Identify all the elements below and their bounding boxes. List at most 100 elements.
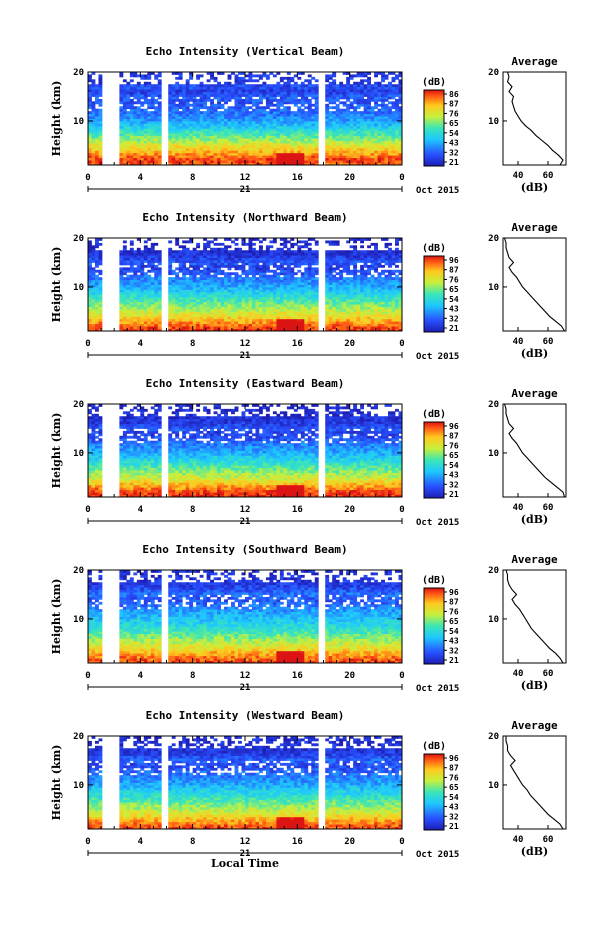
heatmap-cell: [119, 86, 124, 90]
heatmap-cell: [122, 321, 127, 325]
heatmap-cell: [360, 86, 365, 90]
heatmap-cell: [332, 125, 337, 129]
heatmap-cell: [353, 160, 358, 163]
heatmap-cell: [206, 145, 211, 149]
heatmap-cell: [157, 296, 162, 300]
heatmap-cell: [391, 142, 396, 146]
heatmap-cell: [196, 142, 201, 146]
heatmap-cell: [339, 269, 344, 273]
heatmap-cell: [300, 299, 305, 303]
heatmap-cell: [129, 79, 134, 83]
heatmap-cell: [328, 157, 333, 161]
heatmap-cell: [353, 111, 358, 115]
heatmap-cell: [234, 262, 239, 266]
heatmap-cell: [388, 72, 392, 75]
heatmap-cell: [258, 84, 263, 88]
heatmap-cell: [140, 269, 145, 273]
heatmap-cell: [377, 155, 382, 159]
heatmap-cell: [122, 116, 127, 119]
heatmap-cell: [206, 140, 211, 144]
heatmap-cell: [346, 89, 351, 92]
heatmap-cell: [328, 272, 333, 276]
heatmap-cell: [213, 304, 218, 307]
heatmap-cell: [325, 313, 330, 317]
heatmap-cell: [129, 269, 134, 273]
heatmap-cell: [297, 306, 302, 310]
heatmap-cell: [248, 79, 253, 83]
heatmap-cell: [245, 96, 249, 100]
heatmap-cell: [192, 133, 197, 137]
heatmap-cell: [147, 304, 152, 307]
heatmap-cell: [217, 296, 221, 300]
heatmap-cell: [175, 296, 180, 300]
heatmap-cell: [283, 306, 288, 310]
heatmap-cell: [150, 308, 155, 312]
heatmap-cell: [304, 316, 309, 320]
heatmap-cell: [300, 272, 305, 276]
heatmap-cell: [279, 267, 284, 271]
heatmap-cell: [98, 150, 103, 154]
heatmap-cell: [384, 103, 389, 107]
heatmap-cell: [388, 162, 392, 166]
heatmap-cell: [206, 108, 211, 112]
heatmap-cell: [248, 130, 253, 134]
heatmap-cell: [154, 84, 159, 88]
heatmap-cell: [265, 111, 270, 115]
heatmap-cell: [290, 316, 295, 320]
heatmap-cell: [206, 84, 211, 88]
heatmap-cell: [398, 155, 403, 159]
heatmap-cell: [370, 304, 375, 307]
heatmap-cell: [178, 262, 183, 266]
heatmap-cell: [370, 316, 375, 320]
heatmap-cell: [147, 74, 152, 78]
heatmap-cell: [199, 81, 204, 85]
heatmap-cell: [206, 113, 211, 117]
heatmap-cell: [269, 125, 274, 129]
heatmap-cell: [213, 113, 218, 117]
heatmap-cell: [238, 140, 242, 144]
heatmap-cell: [248, 279, 253, 283]
profile-x-axis-label: (dB): [521, 181, 548, 194]
heatmap-cell: [182, 321, 187, 325]
heatmap-cell: [168, 299, 173, 303]
heatmap-cell: [213, 111, 218, 115]
heatmap-cell: [293, 84, 298, 88]
heatmap-cell: [388, 284, 392, 288]
heatmap-cell: [175, 108, 180, 112]
heatmap-cell: [314, 101, 319, 105]
heatmap-cell: [220, 301, 225, 305]
heatmap-cell: [224, 138, 228, 141]
heatmap-cell: [325, 140, 330, 144]
heatmap-cell: [353, 81, 358, 85]
heatmap-cell: [360, 286, 365, 290]
heatmap-cell: [356, 140, 361, 144]
heatmap-cell: [346, 277, 351, 281]
heatmap-cell: [224, 155, 228, 159]
heatmap-cell: [279, 79, 284, 83]
heatmap-cell: [217, 101, 221, 105]
heatmap-cell: [171, 313, 176, 317]
heatmap-cell: [297, 98, 302, 102]
heatmap-cell: [150, 118, 155, 122]
heatmap-cell: [203, 86, 208, 90]
heatmap-cell: [328, 145, 333, 149]
heatmap-cell: [314, 89, 319, 92]
heatmap-cell: [248, 98, 253, 102]
heatmap-cell: [314, 128, 319, 132]
heatmap-cell: [325, 106, 330, 110]
heatmap-cell: [154, 101, 159, 105]
heatmap-cell: [241, 98, 246, 102]
heatmap-cell: [129, 162, 134, 166]
heatmap-cell: [213, 79, 218, 83]
heatmap-cell: [98, 111, 103, 115]
heatmap-cell: [370, 311, 375, 315]
heatmap-cell: [314, 311, 319, 315]
heatmap-cell: [196, 291, 201, 295]
heatmap-cell: [370, 274, 375, 278]
heatmap-cell: [297, 91, 302, 95]
heatmap-cell: [384, 286, 389, 290]
heatmap-cell: [154, 135, 159, 139]
heatmap-cell: [234, 103, 239, 107]
heatmap-cell: [98, 147, 103, 151]
heatmap-cell: [286, 133, 291, 137]
